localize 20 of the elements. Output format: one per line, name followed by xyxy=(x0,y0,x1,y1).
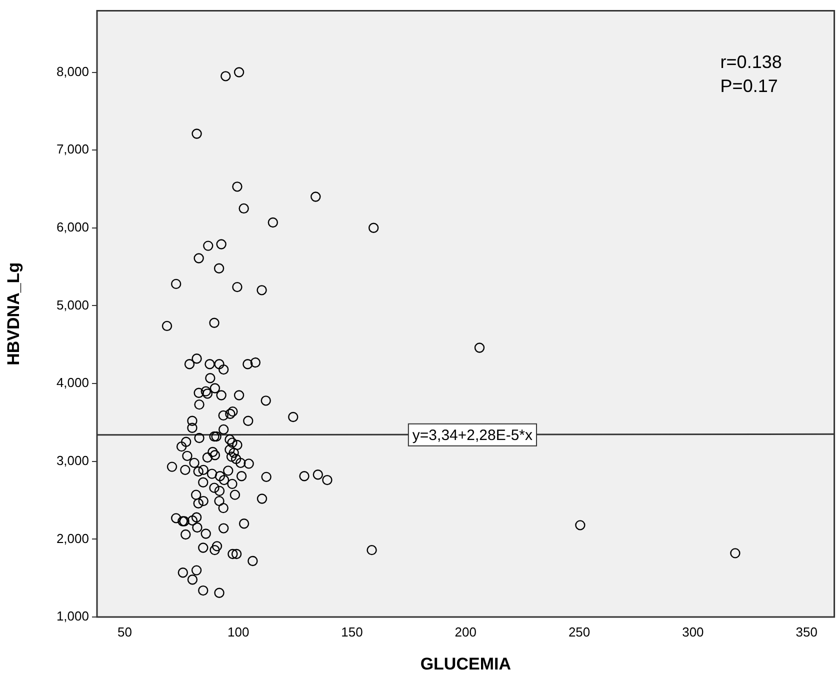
y-tick-label: 4,000 xyxy=(56,375,89,390)
y-tick-label: 6,000 xyxy=(56,219,89,234)
x-tick-label: 100 xyxy=(228,624,250,640)
y-tick-label: 3,000 xyxy=(56,452,89,468)
x-tick-label: 350 xyxy=(796,624,818,640)
annotation: P=0.17 xyxy=(720,76,778,96)
annotation: r=0.138 xyxy=(720,52,782,72)
x-tick-label: 150 xyxy=(341,624,363,640)
y-tick-label: 2,000 xyxy=(56,530,89,546)
y-tick-label: 1,000 xyxy=(56,608,89,624)
x-tick-label: 200 xyxy=(454,624,476,640)
x-tick-label: 250 xyxy=(568,624,590,640)
y-axis-title: HBVDNA_Lg xyxy=(4,262,23,366)
x-axis-title: GLUCEMIA xyxy=(420,654,511,674)
annotation: y=3,34+2,28E-5*x xyxy=(412,427,534,444)
y-tick-label: 5,000 xyxy=(56,297,89,312)
y-tick-label: 8,000 xyxy=(56,64,89,79)
x-tick-label: 50 xyxy=(117,624,132,640)
y-tick-label: 7,000 xyxy=(56,142,89,157)
x-tick-label: 300 xyxy=(682,624,704,640)
